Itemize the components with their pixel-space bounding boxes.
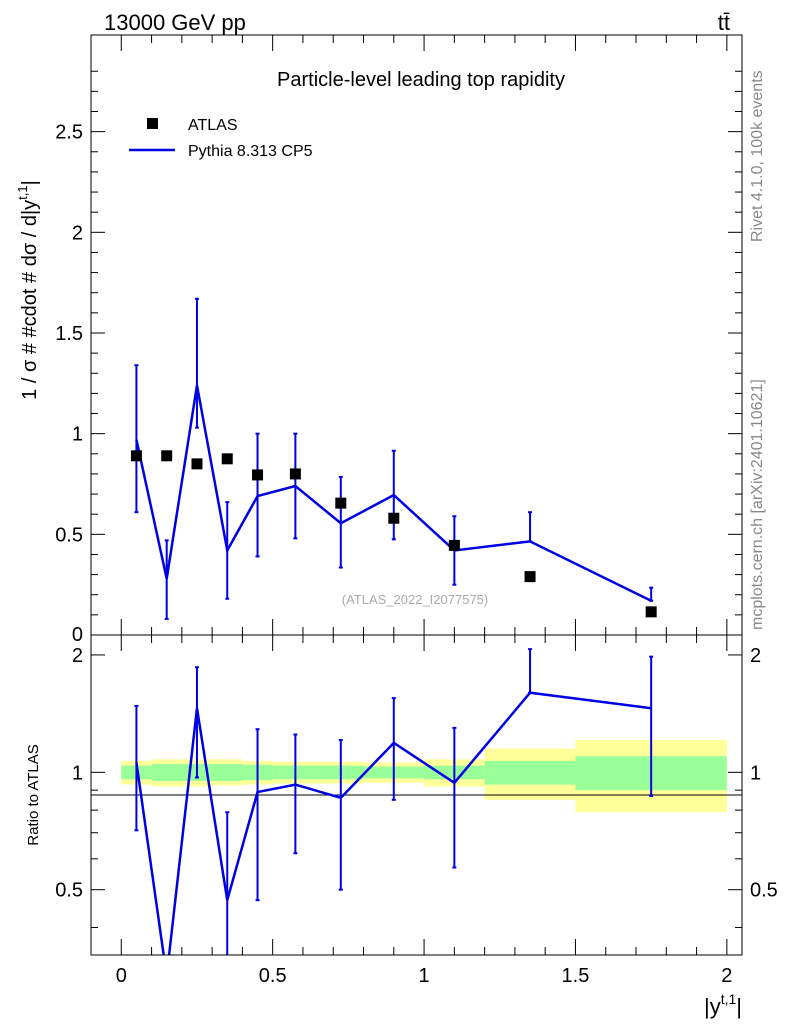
main-panel: 0.5 1 1.5 2 2.5 0 Particle-level leading top … <box>15 34 743 646</box>
atlas-point <box>388 512 400 524</box>
legend-label-atlas: ATLAS <box>188 117 238 134</box>
atlas-point <box>645 606 657 618</box>
x-tick-label: 0.5 <box>259 965 287 987</box>
main-y-axis-label: 1 / σ # #cdot # dσ / d|yt,1| <box>15 180 41 400</box>
x-tick-label: 0 <box>116 965 127 987</box>
process-label: tt̄ <box>718 10 730 35</box>
ratio-band-green <box>151 764 182 782</box>
atlas-point <box>289 468 301 480</box>
main-y-tick-label: 2 <box>72 222 83 244</box>
energy-label: 13000 GeV pp <box>104 10 246 35</box>
atlas-point <box>448 539 460 551</box>
atlas-point <box>221 453 233 465</box>
atlas-point <box>252 469 264 481</box>
x-axis-label: |yt,1| <box>704 991 742 1019</box>
analysis-watermark: (ATLAS_2022_I2077575) <box>342 592 488 607</box>
ratio-data <box>134 648 654 955</box>
main-y-tick-label: 1.5 <box>55 323 83 345</box>
ratio-y-tick-label-right: 0.5 <box>750 880 778 902</box>
x-tick-label: 1 <box>419 965 430 987</box>
ratio-y-tick-label: 1 <box>72 762 83 784</box>
legend-marker-atlas <box>147 118 158 129</box>
ratio-line <box>135 691 652 955</box>
mcplots-source-text: mcplots.cern.ch [arXiv:2401.10621] <box>749 379 766 630</box>
ratio-frame <box>90 634 743 956</box>
atlas-point <box>130 450 142 462</box>
chart-title: Particle-level leading top rapidity <box>277 69 565 91</box>
ratio-ticks: 0.5 0.5 1 1 2 2 0 0.5 1 1.5 2 <box>55 635 778 987</box>
main-y-tick-label-zero: 0 <box>72 624 83 646</box>
main-y-tick-label: 1 <box>72 424 83 446</box>
main-y-tick-label: 0.5 <box>55 524 83 546</box>
rivet-version-text: Rivet 4.1.0, 100k events <box>749 70 766 242</box>
main-data <box>130 297 657 620</box>
pythia-line <box>135 385 652 602</box>
ratio-y-axis-label: Ratio to ATLAS <box>25 744 42 845</box>
main-y-tick-label: 2.5 <box>55 122 83 144</box>
ratio-y-tick-label: 2 <box>72 645 83 667</box>
atlas-point <box>161 450 173 462</box>
ratio-y-tick-label-right: 1 <box>750 762 761 784</box>
ratio-panel: 0.5 0.5 1 1 2 2 0 0.5 1 1.5 2 Ratio to ATLAS <box>25 634 778 987</box>
main-ticks: 0.5 1 1.5 2 2.5 0 <box>55 35 742 646</box>
atlas-point <box>335 497 347 509</box>
ratio-y-tick-label-right: 2 <box>750 645 761 667</box>
ratio-band-green <box>212 764 243 782</box>
legend-label-pythia: Pythia 8.313 CP5 <box>188 143 313 160</box>
x-tick-label: 2 <box>721 965 732 987</box>
x-tick-label: 1.5 <box>562 965 590 987</box>
atlas-point <box>524 571 536 583</box>
ratio-band-green <box>484 760 576 785</box>
legend: ATLAS Pythia 8.313 CP5 <box>129 117 313 160</box>
ratio-y-tick-label: 0.5 <box>55 880 83 902</box>
atlas-point <box>191 458 203 470</box>
